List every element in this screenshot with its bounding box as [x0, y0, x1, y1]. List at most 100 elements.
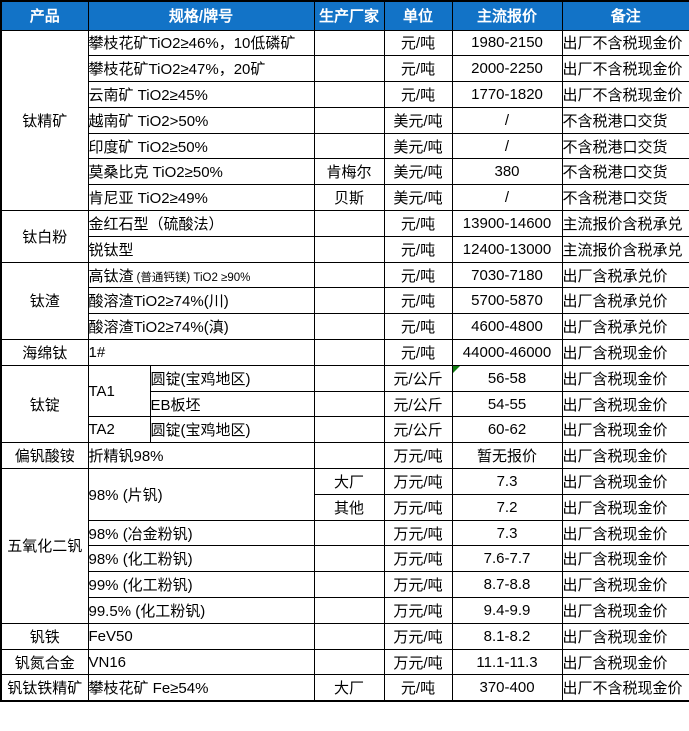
maker-cell — [313, 235, 385, 263]
note-cell: 出厂含税现金价 — [561, 622, 689, 650]
col-header-maker: 生产厂家 — [313, 0, 385, 31]
spec-cell: 圆锭(宝鸡地区) — [149, 416, 315, 444]
note-cell: 出厂含税现金价 — [561, 468, 689, 495]
unit-cell: 元/吨 — [383, 55, 453, 83]
unit-cell: 元/吨 — [383, 29, 453, 57]
spec-cell: 越南矿 TiO2>50% — [87, 106, 315, 134]
product-cell: 钒铁 — [0, 622, 89, 650]
table-row: 98% (冶金粉钒) 万元/吨 7.3 出厂含税现金价 — [1, 519, 689, 547]
spec-cell: 攀枝花矿TiO2≥46%，10低磷矿 — [87, 29, 315, 57]
product-cell: 钒钛铁精矿 — [0, 674, 89, 702]
unit-cell: 万元/吨 — [383, 519, 453, 547]
spec-cell: EB板坯 — [149, 390, 315, 418]
price-cell: 8.7-8.8 — [451, 571, 563, 599]
table-row: 钛精矿 攀枝花矿TiO2≥46%，10低磷矿 元/吨 1980-2150 出厂不… — [0, 29, 689, 212]
maker-cell: 其他 — [313, 493, 385, 521]
unit-cell: 元/公斤 — [383, 364, 453, 392]
note-cell: 出厂含税承兑价 — [561, 313, 689, 341]
price-cell: 11.1-11.3 — [451, 648, 563, 676]
unit-cell: 万元/吨 — [383, 545, 453, 573]
unit-cell: 美元/吨 — [383, 106, 453, 134]
maker-cell — [313, 416, 385, 444]
spec-cell: 98% (化工粉钒) — [87, 545, 315, 573]
table-row: 钛白粉 金红石型（硫酸法） 元/吨 13900-14600 主流报价含税承兑 — [0, 210, 689, 263]
product-cell: 钛精矿 — [0, 29, 89, 212]
table-row: 钛锭 TA1 圆锭(宝鸡地区) 元/公斤 56-58 出厂含税现金价 — [0, 364, 689, 444]
table-row: 钛渣 高钛渣 (普通钙镁) TiO2 ≥90% 元/吨 7030-7180 出厂含… — [0, 261, 689, 341]
price-cell: 54-55 — [451, 390, 563, 418]
price-cell: / — [451, 132, 563, 160]
note-cell: 出厂含税现金价 — [561, 442, 689, 470]
product-cell: 五氧化二钒 — [0, 468, 89, 624]
price-cell: 7.3 — [451, 519, 563, 547]
spec-cell: 攀枝花矿 Fe≥54% — [87, 674, 315, 702]
product-cell: 偏钒酸铵 — [0, 442, 89, 470]
unit-cell: 万元/吨 — [383, 571, 453, 599]
table-row: 钒氮合金 VN16 万元/吨 11.1-11.3 出厂含税现金价 — [0, 648, 689, 676]
maker-cell — [313, 339, 385, 366]
spec-cell: VN16 — [87, 648, 315, 676]
spec-cell: 酸溶渣TiO2≥74%(川) — [87, 287, 315, 315]
maker-cell: 大厂 — [313, 468, 385, 495]
unit-cell: 万元/吨 — [383, 622, 453, 650]
table-row: 越南矿 TiO2>50% 美元/吨 / 不含税港口交货 — [1, 106, 689, 134]
spec-cell: 金红石型（硫酸法） — [87, 210, 315, 237]
table-row: 偏钒酸铵 折精钒98% 万元/吨 暂无报价 出厂含税现金价 — [0, 442, 689, 470]
note-cell: 出厂含税现金价 — [561, 416, 689, 444]
maker-cell — [313, 364, 385, 392]
note-cell: 不含税港口交货 — [561, 132, 689, 160]
table-row: 钒铁 FeV50 万元/吨 8.1-8.2 出厂含税现金价 — [0, 622, 689, 650]
unit-cell: 美元/吨 — [383, 184, 453, 212]
col-header-note: 备注 — [561, 0, 689, 31]
maker-cell — [313, 442, 385, 470]
note-cell: 不含税港口交货 — [561, 106, 689, 134]
note-cell: 出厂不含税现金价 — [561, 674, 689, 702]
note-cell: 出厂含税现金价 — [561, 493, 689, 521]
spec-cell: 莫桑比克 TiO2≥50% — [87, 158, 315, 186]
note-cell: 出厂含税现金价 — [561, 545, 689, 573]
maker-cell — [313, 648, 385, 676]
table-row: 攀枝花矿TiO2≥47%，20矿 元/吨 2000-2250 出厂不含税现金价 — [1, 55, 689, 83]
note-cell: 出厂含税承兑价 — [561, 287, 689, 315]
table-row: 海绵钛 1# 元/吨 44000-46000 出厂含税现金价 — [0, 339, 689, 366]
price-cell: 7030-7180 — [451, 261, 563, 289]
price-cell: 2000-2250 — [451, 55, 563, 83]
price-cell: 1770-1820 — [451, 81, 563, 108]
table-row: 锐钛型 元/吨 12400-13000 主流报价含税承兑 — [1, 235, 689, 263]
table-row: TA2 圆锭(宝鸡地区) 元/公斤 60-62 出厂含税现金价 — [1, 416, 689, 444]
product-cell: 钛白粉 — [0, 210, 89, 263]
price-cell: 7.2 — [451, 493, 563, 521]
table-row: 98% (化工粉钒) 万元/吨 7.6-7.7 出厂含税现金价 — [1, 545, 689, 573]
spec-cell: 肯尼亚 TiO2≥49% — [87, 184, 315, 212]
spec-cell: 云南矿 TiO2≥45% — [87, 81, 315, 108]
table-row: 99.5% (化工粉钒) 万元/吨 9.4-9.9 出厂含税现金价 — [1, 597, 689, 624]
price-cell: 380 — [451, 158, 563, 186]
maker-cell: 大厂 — [313, 674, 385, 702]
note-cell: 出厂含税现金价 — [561, 571, 689, 599]
spec-cell: 圆锭(宝鸡地区) — [149, 364, 315, 392]
table-row: 酸溶渣TiO2≥74%(川) 元/吨 5700-5870 出厂含税承兑价 — [1, 287, 689, 315]
unit-cell: 万元/吨 — [383, 442, 453, 470]
maker-cell — [313, 261, 385, 289]
excel-error-indicator-icon — [453, 366, 460, 373]
note-cell: 不含税港口交货 — [561, 184, 689, 212]
col-header-unit: 单位 — [383, 0, 453, 31]
unit-cell: 元/吨 — [383, 287, 453, 315]
price-cell: 1980-2150 — [451, 29, 563, 57]
maker-cell — [313, 622, 385, 650]
unit-cell: 元/吨 — [383, 210, 453, 237]
spec-main: 高钛渣 — [88, 267, 134, 285]
unit-cell: 元/吨 — [383, 261, 453, 289]
price-cell: 56-58 — [451, 364, 563, 392]
note-cell: 出厂含税现金价 — [561, 390, 689, 418]
unit-cell: 元/吨 — [383, 235, 453, 263]
spec-cell: FeV50 — [87, 622, 315, 650]
table-row: 莫桑比克 TiO2≥50% 肯梅尔 美元/吨 380 不含税港口交货 — [1, 158, 689, 186]
note-cell: 出厂不含税现金价 — [561, 29, 689, 57]
price-cell: / — [451, 106, 563, 134]
unit-cell: 万元/吨 — [383, 468, 453, 495]
spec-cell: 98% (冶金粉钒) — [87, 519, 315, 547]
spec-cell: 折精钒98% — [87, 442, 315, 470]
table-row: 印度矿 TiO2≥50% 美元/吨 / 不含税港口交货 — [1, 132, 689, 160]
maker-cell — [313, 390, 385, 418]
